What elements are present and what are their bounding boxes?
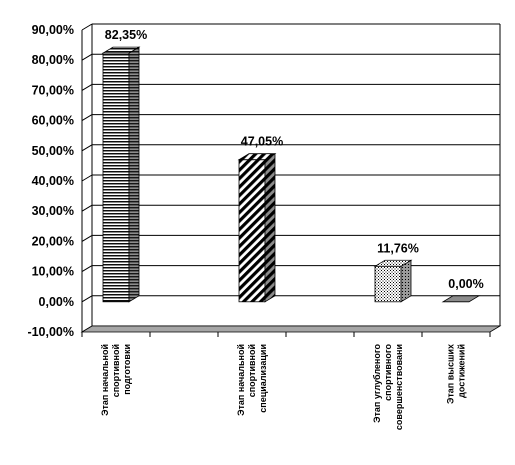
x-category-label: совершенствовани [394, 344, 404, 430]
y-tick-label: 50,00% [32, 144, 74, 158]
gridline-depth [81, 234, 93, 242]
x-category-label: спортивной [111, 344, 121, 397]
axes [81, 24, 501, 337]
y-tick-label: 70,00% [32, 83, 74, 97]
x-category-label: Этап начальной [236, 344, 246, 416]
x-category-label: достижений [457, 344, 467, 398]
x-category-label: Этап углубленого [372, 344, 382, 423]
bar [441, 295, 481, 303]
bar-top [101, 46, 141, 54]
bar-top [373, 259, 413, 267]
bar-side [400, 259, 412, 303]
bar-front [238, 159, 266, 303]
bar-front [102, 52, 130, 303]
x-category-label: Этап начальной [100, 344, 110, 416]
bar [237, 153, 277, 303]
floor-plane [80, 325, 502, 333]
bar-side [128, 46, 140, 303]
gridline-depth [81, 53, 93, 61]
data-label: 0,00% [448, 277, 483, 291]
y-tick-label: 80,00% [32, 53, 74, 67]
gridline-depth [81, 114, 93, 122]
y-tick-label: -10,00% [27, 325, 74, 339]
bars [101, 46, 481, 303]
gridline-depth [81, 265, 93, 273]
data-label: 47,05% [241, 135, 283, 149]
y-tick-label: 90,00% [32, 23, 74, 37]
gridline-depth [81, 23, 93, 31]
y-tick-label: 30,00% [32, 204, 74, 218]
x-category-label: специализации [258, 344, 268, 413]
y-tick-label: 0,00% [39, 295, 74, 309]
y-tick-label: 10,00% [32, 265, 74, 279]
bar-side [264, 153, 276, 303]
gridline-depth [81, 295, 93, 303]
bar-front [374, 265, 402, 303]
labels: -10,00% 0,00% 10,00% 20,00% 30,00% 40,00% 50,0… [27, 23, 483, 430]
gridline-depth [81, 83, 93, 91]
y-tick-label: 20,00% [32, 234, 74, 248]
chart-floor [80, 325, 502, 333]
bar [373, 259, 413, 303]
gridline-depth [81, 174, 93, 182]
x-category-label: спортивного [383, 344, 393, 401]
y-tick-label: 40,00% [32, 174, 74, 188]
data-label: 82,35% [105, 28, 147, 42]
gridline-depth [81, 204, 93, 212]
bar-top [237, 153, 277, 161]
bar-top [441, 295, 481, 303]
gridlines [81, 23, 500, 333]
x-category-label: спортивной [247, 344, 257, 397]
x-category-label: подготовки [122, 344, 132, 395]
data-label: 11,76% [377, 241, 419, 255]
x-category-label: Этап высших [446, 344, 456, 404]
y-tick-label: 60,00% [32, 114, 74, 128]
gridline-depth [81, 144, 93, 152]
bar [101, 46, 141, 303]
